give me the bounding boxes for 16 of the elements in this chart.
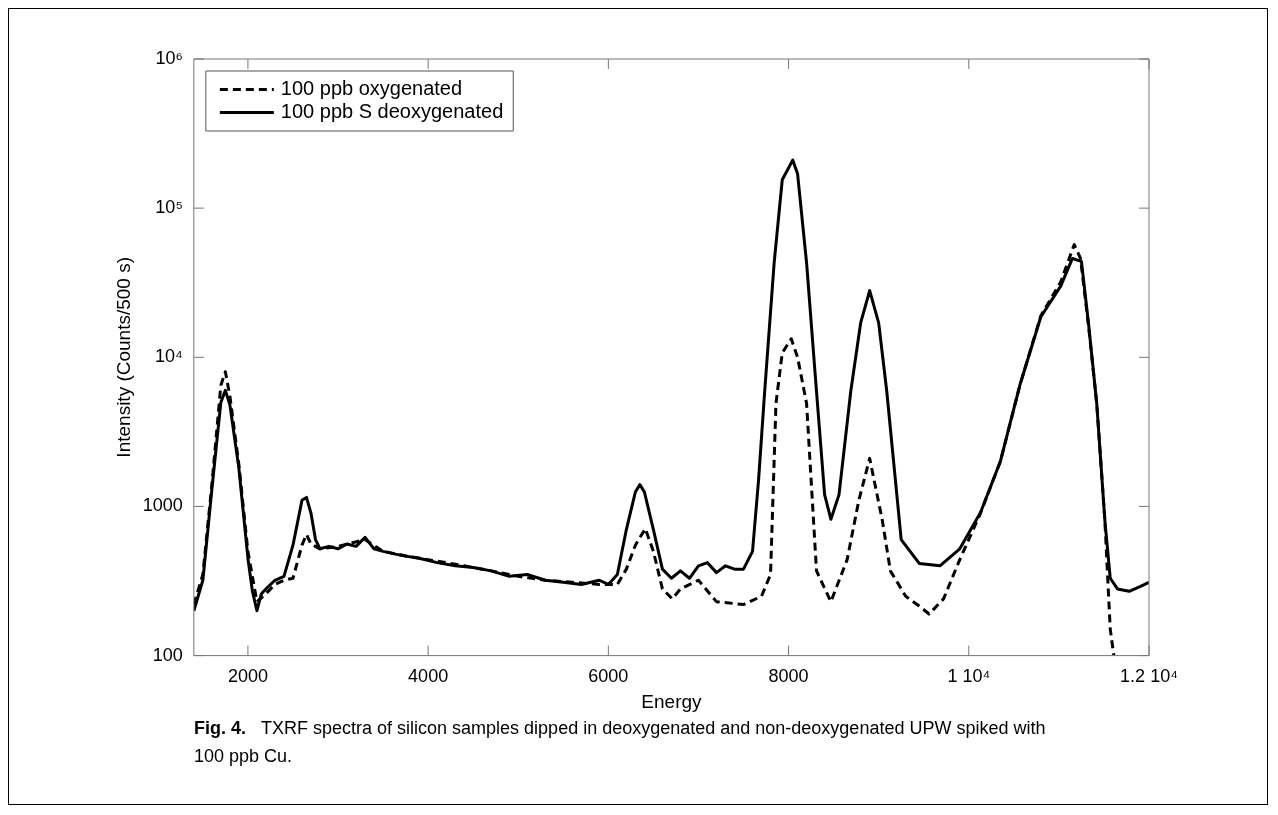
y-tick-label: 1000 (142, 495, 183, 516)
y-tick-label: 10⁴ (155, 346, 183, 367)
y-axis-title: Intensity (Counts/500 s) (112, 256, 134, 458)
x-tick-label: 8000 (768, 666, 809, 687)
legend-label: 100 ppb S deoxygenated (280, 100, 504, 123)
x-tick-label: 2000 (227, 666, 268, 687)
x-tick-label: 1.2 10⁴ (1120, 666, 1178, 687)
y-tick-label: 10⁵ (155, 197, 183, 218)
x-tick-label: 6000 (588, 666, 629, 687)
legend-label: 100 ppb oxygenated (280, 77, 463, 100)
x-tick-label: 4000 (408, 666, 449, 687)
x-tick-label: 1 10⁴ (947, 666, 991, 687)
x-axis-title: Energy (641, 690, 703, 712)
y-tick-label: 100 (152, 644, 183, 665)
y-tick-label: 10⁶ (155, 47, 183, 68)
caption: Fig. 4. TXRF spectra of silicon samples dipped in deoxygenated and non-deoxygenated UPW spiked with 100 ppb Cu. (194, 718, 1046, 766)
